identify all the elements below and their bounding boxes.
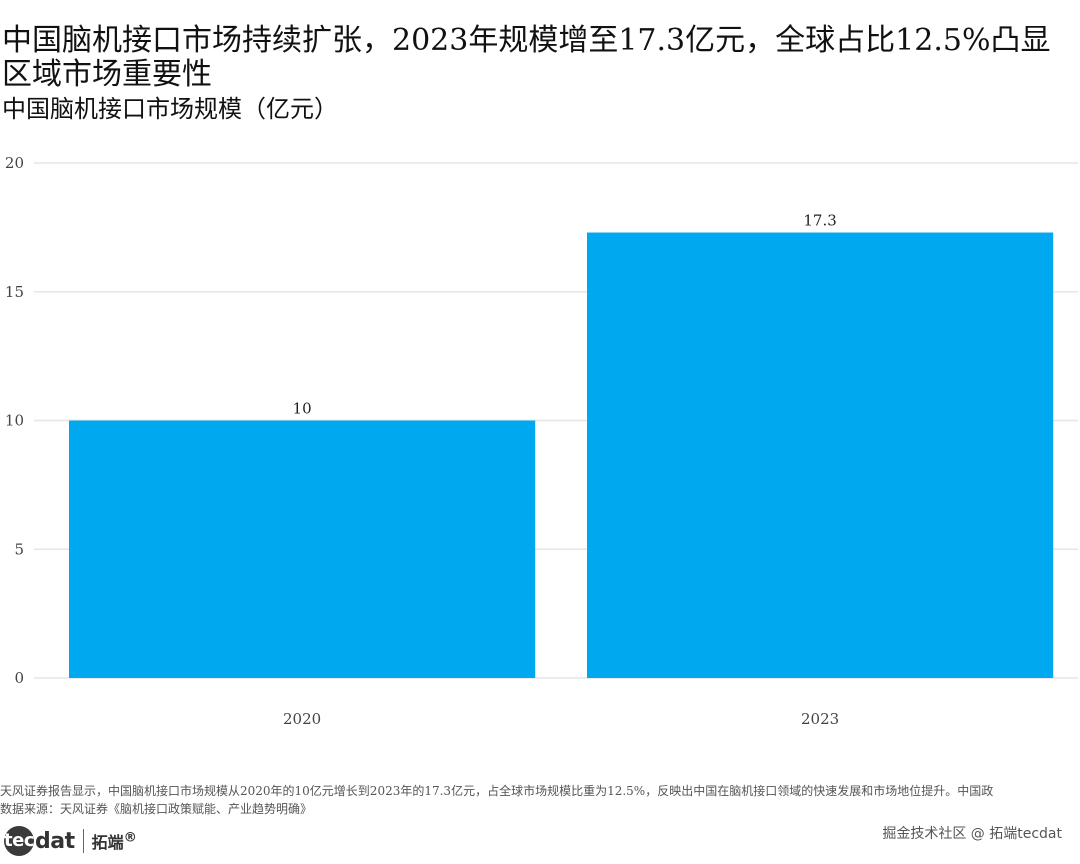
logo-circle: tec — [4, 826, 34, 856]
bar-2023 — [587, 232, 1054, 678]
y-axis-ticks: 0 5 10 15 20 — [5, 154, 24, 687]
y-tick-label: 10 — [5, 412, 24, 430]
x-tick-label-2020: 2020 — [283, 710, 321, 728]
y-tick-label: 0 — [14, 669, 24, 687]
logo-wordmark: tec dat — [4, 826, 75, 856]
bar-2020 — [69, 420, 536, 678]
logo-wordmark-rest: dat — [35, 828, 75, 854]
tecdat-logo: tec dat 拓端® — [4, 822, 137, 860]
data-label-2020: 10 — [293, 400, 312, 418]
data-label-2023: 17.3 — [803, 212, 836, 230]
y-tick-label: 20 — [5, 154, 24, 172]
y-tick-label: 5 — [14, 540, 24, 558]
chart-caption: 天风证券报告显示，中国脑机接口市场规模从2020年的10亿元增长到2023年的1… — [0, 784, 994, 798]
logo-registered-mark: ® — [123, 830, 137, 846]
bars — [69, 232, 1054, 678]
chart-title: 中国脑机接口市场持续扩张，2023年规模增至17.3亿元，全球占比12.5%凸显… — [2, 23, 1051, 92]
x-tick-label-2023: 2023 — [801, 710, 839, 728]
bar-chart: 0 5 10 15 20 10 17.3 2020 2023 — [5, 154, 1078, 728]
x-axis-ticks: 2020 2023 — [283, 710, 839, 728]
watermark-text: 掘金技术社区 @ 拓端tecdat — [882, 826, 1062, 842]
data-labels: 10 17.3 — [293, 212, 837, 418]
y-tick-label: 15 — [5, 283, 24, 301]
chart-subtitle: 中国脑机接口市场规模（亿元） — [2, 95, 338, 123]
logo-divider — [82, 829, 84, 853]
data-source: 数据来源：天风证券《脑机接口政策赋能、产业趋势明确》 — [0, 802, 313, 816]
logo-cn-name: 拓端 — [91, 833, 124, 852]
logo-cn-text: 拓端® — [92, 829, 137, 853]
